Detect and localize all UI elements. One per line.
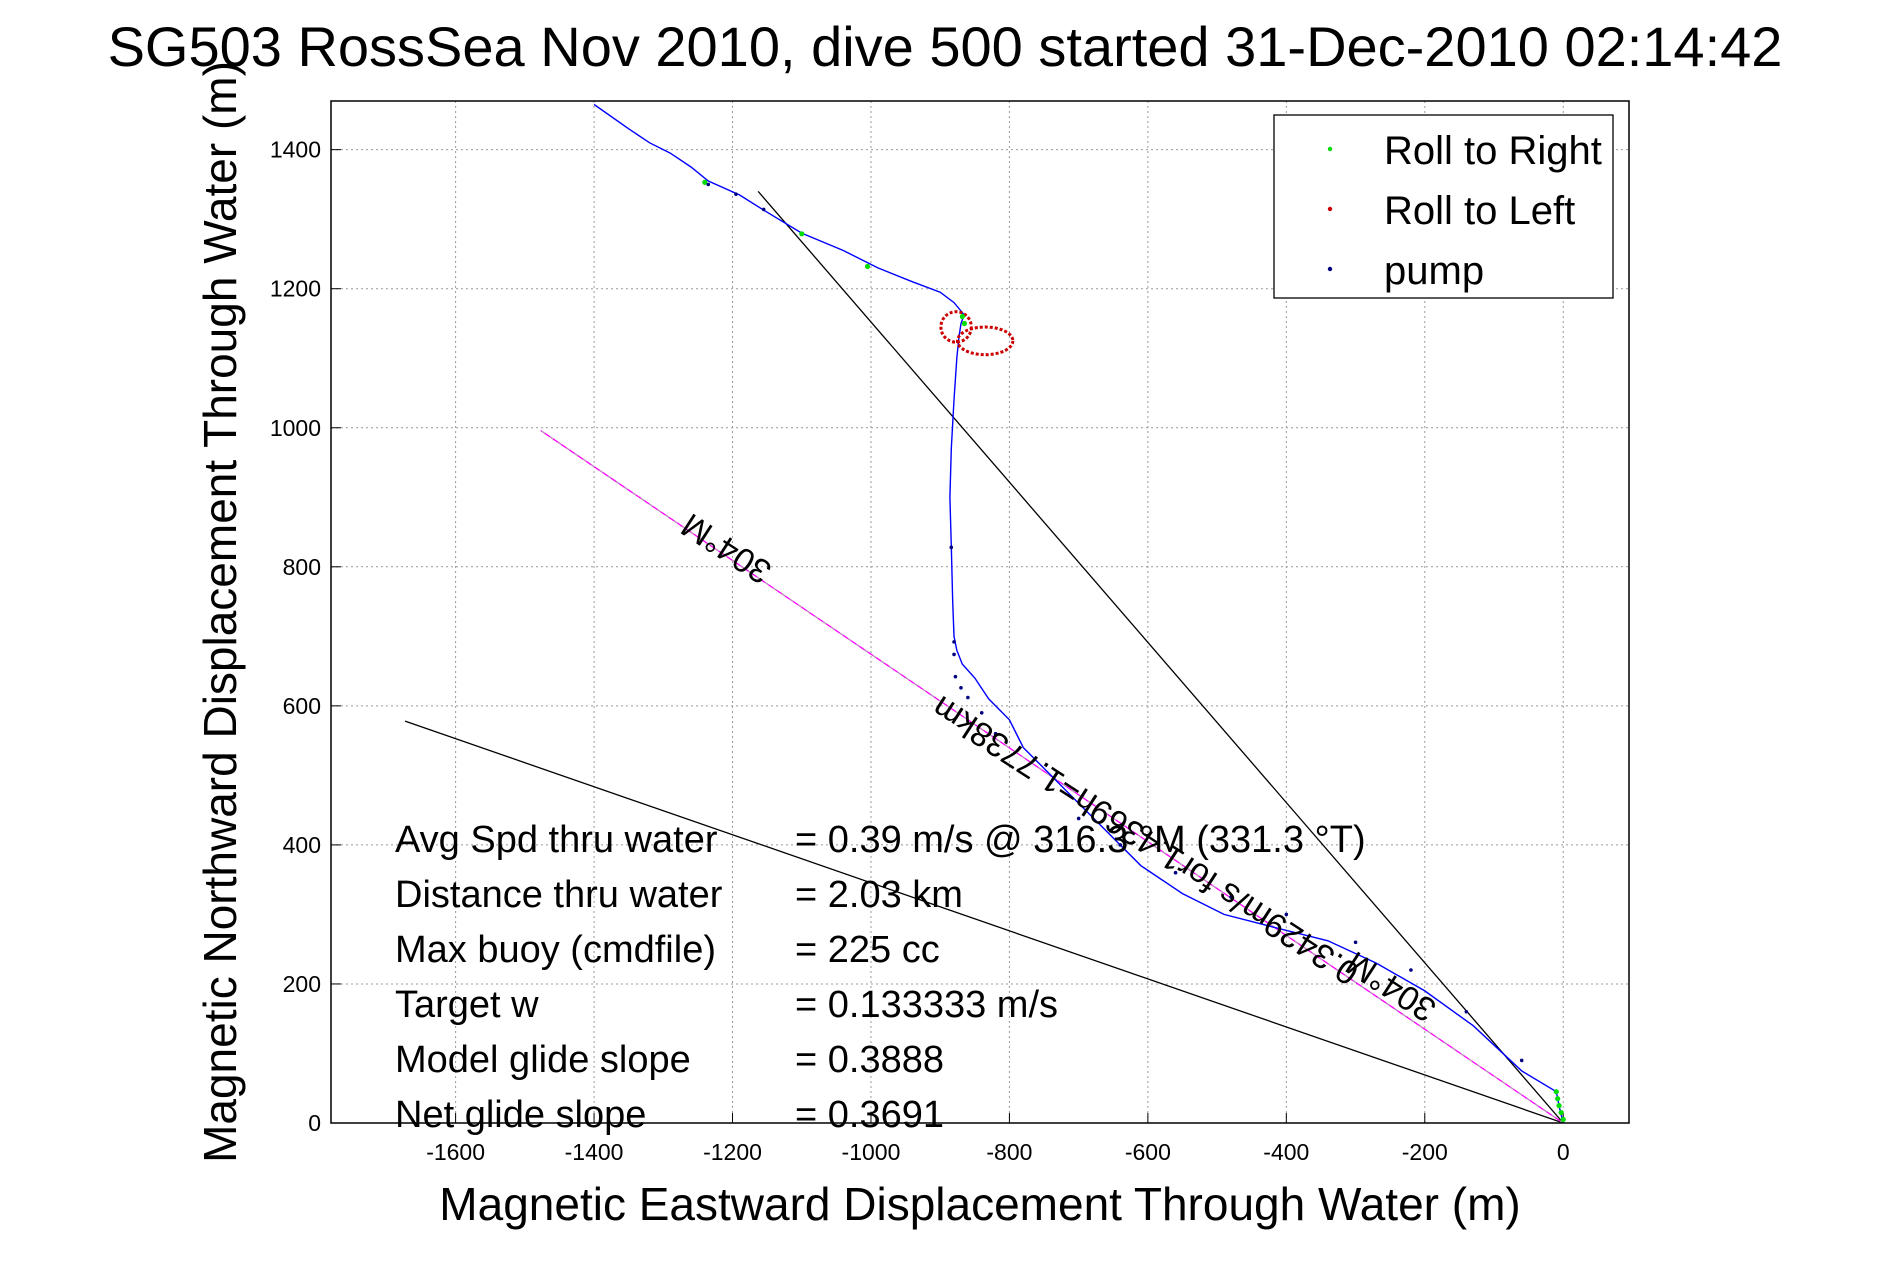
stat-value: = 0.3888	[795, 1039, 944, 1081]
x-axis-label: Magnetic Eastward Displacement Through W…	[439, 1178, 1520, 1230]
stat-label: Max buoy (cmdfile)	[395, 929, 716, 971]
roll-right-point	[1556, 1103, 1562, 1109]
x-tick-label: -1000	[842, 1139, 901, 1165]
pump-point	[959, 685, 963, 690]
stat-label: Net glide slope	[395, 1094, 646, 1136]
stat-label: Avg Spd thru water	[395, 819, 718, 861]
y-tick-label: 200	[283, 971, 321, 997]
roll-left-markers	[939, 310, 1015, 357]
y-tick-label: 1000	[270, 415, 321, 441]
y-tick-label: 1400	[270, 137, 321, 163]
roll-right-point	[702, 179, 708, 185]
roll-right-point	[864, 263, 871, 270]
pump-point	[993, 731, 998, 736]
x-tick-label: -1400	[565, 1139, 624, 1165]
roll-right-point	[1553, 1089, 1559, 1095]
stat-label: Model glide slope	[395, 1039, 691, 1081]
x-tick-label: -800	[986, 1139, 1032, 1165]
pump-point	[706, 182, 711, 187]
stat-label: Target w	[395, 984, 539, 1026]
reference-line	[757, 190, 1564, 1123]
stat-value: = 225 cc	[795, 929, 940, 971]
pump-point	[1284, 912, 1289, 917]
dive-track	[593, 103, 1564, 1123]
pump-point	[953, 674, 958, 679]
y-tick-label: 400	[283, 832, 321, 858]
pump-point	[761, 207, 766, 212]
pump-point	[1229, 895, 1233, 899]
stat-value: = 0.3691	[795, 1094, 944, 1136]
pump-point	[1519, 1058, 1524, 1063]
x-tick-label: -400	[1263, 1139, 1309, 1165]
pump-point	[952, 640, 956, 644]
legend-marker	[1327, 146, 1333, 152]
pump-point	[949, 545, 954, 550]
roll-right-point	[959, 313, 965, 320]
stat-value: = 0.39 m/s @ 316.3 °M (331.3 °T)	[795, 819, 1366, 861]
x-tick-label: -1600	[426, 1139, 485, 1165]
roll-right-point	[1555, 1096, 1561, 1102]
pump-point	[1409, 968, 1413, 972]
pump-point	[979, 711, 984, 715]
stat-value: = 0.133333 m/s	[795, 984, 1058, 1026]
legend-marker	[1327, 206, 1333, 212]
x-tick-label: -200	[1402, 1139, 1448, 1165]
y-tick-label: 600	[283, 693, 321, 719]
pump-point	[952, 652, 956, 657]
roll-right-point	[961, 320, 968, 327]
pump-point	[734, 192, 738, 196]
pump-point	[1353, 940, 1358, 945]
x-tick-label: 0	[1557, 1139, 1570, 1165]
pump-point	[1076, 816, 1081, 821]
reference-line	[404, 720, 1564, 1123]
y-axis-label: Magnetic Northward Displacement Through …	[194, 61, 246, 1163]
legend-label: Roll to Left	[1384, 189, 1575, 233]
legend-label: pump	[1384, 249, 1484, 293]
plot-frame	[330, 100, 1630, 1124]
pump-point	[1173, 870, 1178, 875]
pump-point	[966, 695, 970, 700]
x-tick-label: -1200	[703, 1139, 762, 1165]
roll-right-point	[1560, 1116, 1566, 1123]
roll-right-markers	[702, 179, 1566, 1123]
y-tick-label: 0	[308, 1110, 321, 1136]
chart-title: SG503 RossSea Nov 2010, dive 500 started…	[108, 15, 1783, 78]
y-tick-label: 1200	[270, 276, 321, 302]
stat-value: = 2.03 km	[795, 874, 963, 916]
pump-point	[1464, 1009, 1469, 1014]
roll-right-point	[1558, 1109, 1564, 1116]
pump-point	[1118, 843, 1122, 847]
y-tick-label: 800	[283, 554, 321, 580]
legend-label: Roll to Right	[1384, 129, 1602, 173]
roll-right-point	[799, 231, 805, 237]
roll-left-loop	[956, 325, 1015, 357]
stat-label: Distance thru water	[395, 874, 723, 916]
legend: Roll to Right Roll to Left pump	[1273, 114, 1614, 299]
pump-markers	[706, 182, 1524, 1063]
roll-left-loop	[939, 310, 973, 344]
legend-marker	[1327, 266, 1333, 272]
stats-block: Avg Spd thru water = 0.39 m/s @ 316.3 °M …	[395, 819, 1366, 1136]
track-line	[593, 103, 1564, 1123]
x-tick-label: -600	[1125, 1139, 1171, 1165]
axis-ticks: -1600 -1400 -1200 -1000 -800 -600 -400 -200 0 0 20…	[270, 137, 1570, 1165]
